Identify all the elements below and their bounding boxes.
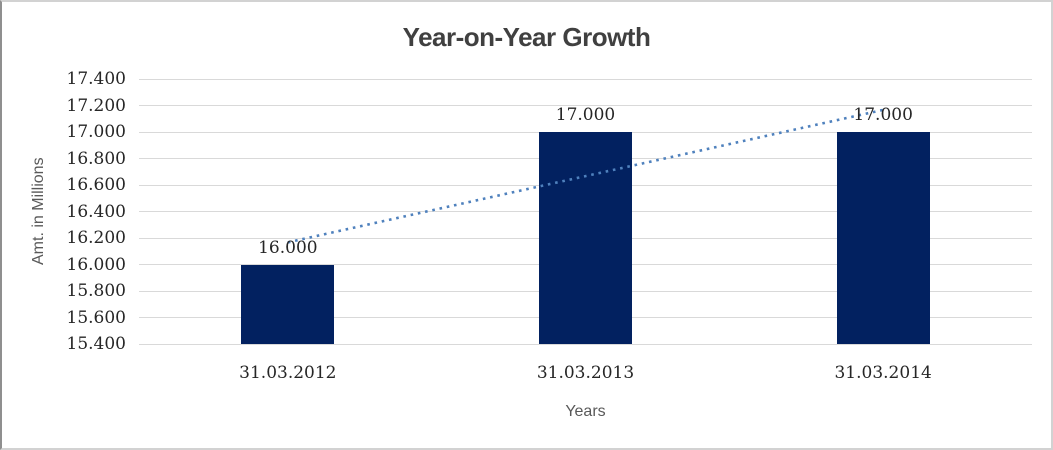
chart-title: Year-on-Year Growth <box>402 22 651 52</box>
y-tick-label: 17.200 <box>66 95 126 116</box>
trendline-layer <box>287 108 884 244</box>
gridline <box>139 105 1032 106</box>
category-label: 31.03.2013 <box>536 363 635 383</box>
category-label: 31.03.2014 <box>834 363 932 383</box>
category-label: 31.03.2012 <box>239 363 337 383</box>
gridline <box>139 78 1032 80</box>
plot-area: 16.000 17.000 17.000 31.03.2012 31.03.2013 31… <box>139 78 1032 383</box>
x-axis-title: Years <box>565 403 606 420</box>
y-tick-label: 16.400 <box>66 201 126 222</box>
y-tick-label: 15.800 <box>66 281 126 301</box>
y-tick-label: 15.600 <box>66 307 126 328</box>
y-tick-label: 17.400 <box>66 69 126 89</box>
y-tick-label: 15.400 <box>66 334 126 354</box>
bar-data-label: 17.000 <box>555 105 616 125</box>
bar-data-label: 17.000 <box>853 105 913 125</box>
y-tick-label: 16.600 <box>66 175 126 195</box>
y-tick-label: 16.000 <box>66 254 126 275</box>
bar <box>539 132 632 344</box>
y-tick-label: 16.800 <box>66 148 126 169</box>
y-tick-label: 16.200 <box>66 228 126 248</box>
trendline <box>287 108 884 244</box>
bar <box>241 264 335 344</box>
bar-data-label: 16.000 <box>258 237 318 258</box>
y-tick-label: 17.000 <box>66 122 126 142</box>
bar <box>836 132 930 344</box>
gridline <box>139 343 1032 345</box>
